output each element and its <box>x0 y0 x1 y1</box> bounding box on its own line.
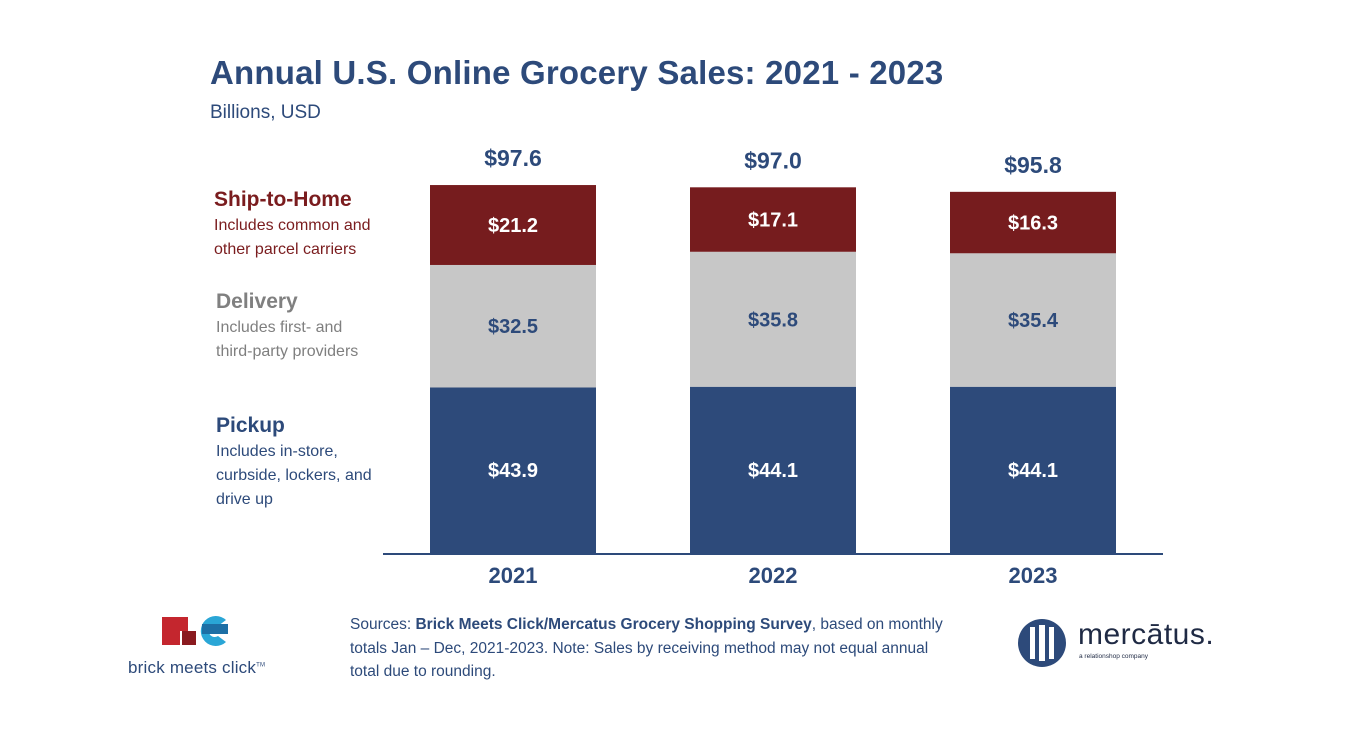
brick-meets-click-logo-icon <box>162 616 228 646</box>
mercatus-logo-icon <box>1018 619 1066 667</box>
bar-pickup-2022 <box>690 386 856 553</box>
data-label-ship-to-home-2022: $17.1 <box>748 210 798 232</box>
brick-meets-click-wordmark: brick meets clickTM <box>128 658 265 678</box>
legend-pickup-line3: drive up <box>216 491 273 508</box>
legend-pickup-line2: curbside, lockers, and <box>216 467 372 484</box>
legend-ship-to-home: Ship-to-Home Includes common and other p… <box>214 187 404 262</box>
legend-pickup: Pickup Includes in-store, curbside, lock… <box>216 413 406 512</box>
bar-delivery-2021 <box>430 264 596 388</box>
legend-pickup-title: Pickup <box>216 414 285 437</box>
bmc-trademark: TM <box>256 662 266 669</box>
sources-rest: , based on monthly totals Jan – Dec, 202… <box>350 616 943 680</box>
chart-title: Annual U.S. Online Grocery Sales: 2021 -… <box>210 54 944 91</box>
data-label-delivery-2023: $35.4 <box>1008 310 1059 332</box>
data-label-delivery-2022: $35.8 <box>748 309 798 331</box>
bar-delivery-2023 <box>950 253 1116 387</box>
mercatus-tagline: a relationshop company <box>1079 653 1149 660</box>
legend-delivery-desc: Includes first- and third-party provider… <box>216 316 406 364</box>
x-tick-label-2021: 2021 <box>489 563 538 588</box>
data-label-delivery-2021: $32.5 <box>488 316 538 338</box>
legend-ship-line2: other parcel carriers <box>214 241 357 258</box>
legend-pickup-desc: Includes in-store, curbside, lockers, an… <box>216 440 406 512</box>
legend-delivery-line2: third-party providers <box>216 343 359 360</box>
data-label-ship-to-home-2023: $16.3 <box>1008 213 1058 235</box>
bar-pickup-2021 <box>430 387 596 553</box>
total-label-2021: $97.6 <box>484 145 542 171</box>
data-label-ship-to-home-2021: $21.2 <box>488 215 538 237</box>
bar-ship-to-home-2022 <box>690 187 856 252</box>
x-tick-label-2022: 2022 <box>749 563 798 588</box>
data-label-pickup-2022: $44.1 <box>748 460 798 482</box>
legend-pickup-line1: Includes in-store, <box>216 443 338 460</box>
bar-ship-to-home-2023 <box>950 191 1116 254</box>
total-label-2023: $95.8 <box>1004 152 1062 178</box>
legend-delivery: Delivery Includes first- and third-party… <box>216 289 406 364</box>
total-label-2022: $97.0 <box>744 147 802 173</box>
chart-subtitle: Billions, USD <box>210 102 321 123</box>
bmc-wordmark-text: brick meets click <box>128 658 257 677</box>
legend-delivery-title: Delivery <box>216 290 298 313</box>
legend-ship-title: Ship-to-Home <box>214 188 352 211</box>
sources-prefix: Sources: <box>350 616 416 633</box>
sources-note: Sources: Brick Meets Click/Mercatus Groc… <box>350 613 960 684</box>
data-label-pickup-2021: $43.9 <box>488 460 538 482</box>
legend-ship-desc: Includes common and other parcel carrier… <box>214 214 404 262</box>
bar-ship-to-home-2021 <box>430 185 596 265</box>
legend-ship-line1: Includes common and <box>214 217 371 234</box>
bar-pickup-2023 <box>950 386 1116 553</box>
legend-delivery-line1: Includes first- and <box>216 319 343 336</box>
sources-survey-name: Brick Meets Click/Mercatus Grocery Shopp… <box>415 616 812 633</box>
data-label-pickup-2023: $44.1 <box>1008 460 1058 482</box>
x-tick-label-2023: 2023 <box>1009 563 1058 588</box>
mercatus-wordmark: mercātus. <box>1078 618 1215 651</box>
bar-delivery-2022 <box>690 251 856 387</box>
